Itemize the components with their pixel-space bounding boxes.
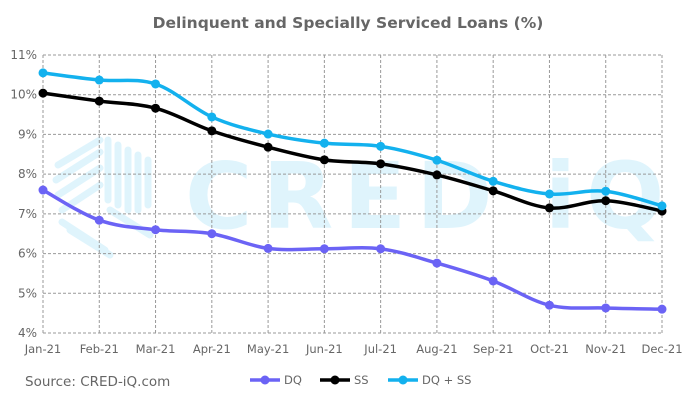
- x-tick-label: Dec-21: [641, 342, 682, 356]
- chart-title: Delinquent and Specially Serviced Loans …: [153, 14, 544, 32]
- x-tick-label: Feb-21: [80, 342, 119, 356]
- x-tick-label: Apr-21: [193, 342, 231, 356]
- data-point-dq: [657, 304, 667, 314]
- x-tick-label: Aug-21: [416, 342, 457, 356]
- x-tick-label: Nov-21: [585, 342, 626, 356]
- data-point-dq: [38, 185, 48, 195]
- x-tick-label: Jun-21: [305, 342, 343, 356]
- data-point-dq-ss: [544, 189, 554, 199]
- data-point-dq-ss: [151, 79, 161, 89]
- data-point-dq-ss: [94, 75, 104, 85]
- y-tick-label: 7%: [18, 207, 37, 221]
- y-tick-label: 9%: [18, 127, 37, 141]
- y-tick-label: 11%: [10, 48, 37, 62]
- y-tick-label: 8%: [18, 167, 37, 181]
- data-point-dq: [544, 300, 554, 310]
- legend-marker-ss: [330, 375, 340, 385]
- crediq-watermark-logo: CRED iQ: [52, 136, 674, 259]
- data-point-ss: [207, 126, 217, 136]
- data-point-dq-ss: [38, 68, 48, 78]
- data-point-ss: [601, 196, 611, 206]
- y-tick-label: 5%: [18, 286, 37, 300]
- data-point-dq: [376, 244, 386, 254]
- data-point-dq-ss: [376, 141, 386, 151]
- legend-marker-dq: [260, 375, 270, 385]
- data-point-ss: [488, 186, 498, 196]
- series-line-ss: [42, 91, 663, 213]
- data-point-dq-ss: [657, 201, 667, 211]
- data-point-ss: [94, 96, 104, 106]
- data-point-ss: [263, 142, 273, 152]
- data-point-dq: [151, 225, 161, 235]
- legend-marker-dq-ss: [398, 375, 408, 385]
- data-point-dq: [263, 243, 273, 253]
- x-tick-label: Mar-21: [136, 342, 176, 356]
- x-tick-label: Jan-21: [24, 342, 62, 356]
- data-point-dq: [319, 244, 329, 254]
- data-point-ss: [151, 103, 161, 113]
- x-tick-label: Oct-21: [530, 342, 569, 356]
- data-point-dq: [601, 303, 611, 313]
- x-tick-label: Jul-21: [363, 342, 397, 356]
- data-point-dq: [207, 229, 217, 239]
- data-point-ss: [319, 155, 329, 165]
- source-label: Source: CRED-iQ.com: [25, 374, 170, 390]
- data-point-dq-ss: [263, 129, 273, 139]
- data-point-ss: [38, 88, 48, 98]
- y-tick-label: 10%: [10, 88, 37, 102]
- data-point-dq-ss: [207, 112, 217, 122]
- y-tick-label: 4%: [18, 326, 37, 340]
- data-point-dq: [432, 258, 442, 268]
- data-point-dq: [488, 276, 498, 286]
- x-tick-label: Sep-21: [473, 342, 513, 356]
- legend-label-ss: SS: [354, 373, 369, 387]
- data-point-dq-ss: [432, 155, 442, 165]
- legend-label-dq: DQ: [284, 373, 302, 387]
- y-tick-label: 6%: [18, 247, 37, 261]
- data-point-ss: [376, 159, 386, 169]
- svg-text:CRED iQ: CRED iQ: [185, 143, 674, 250]
- data-point-ss: [544, 203, 554, 213]
- data-point-dq: [94, 215, 104, 225]
- data-point-dq-ss: [488, 176, 498, 186]
- data-point-ss: [432, 170, 442, 180]
- data-point-dq-ss: [601, 186, 611, 196]
- legend-label-dq-ss: DQ + SS: [422, 373, 471, 387]
- x-tick-label: May-21: [247, 342, 289, 356]
- data-point-dq-ss: [319, 138, 329, 148]
